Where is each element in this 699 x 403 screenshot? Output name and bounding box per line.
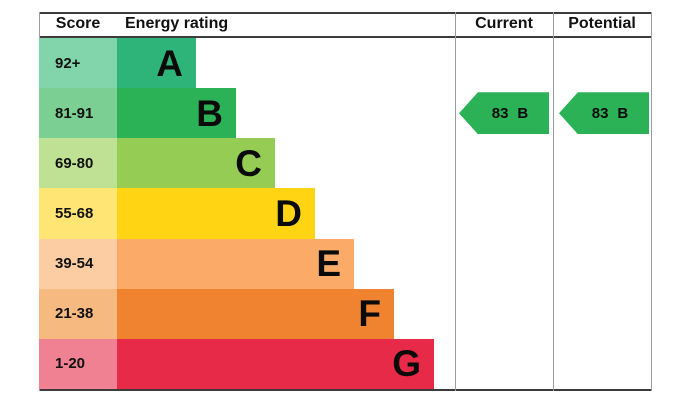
current-column-divider [455,12,456,391]
current-rating-arrow: 83 B [459,92,549,135]
score-range-label: 1-20 [39,338,117,389]
table-top-border [39,12,652,14]
potential-column-divider [553,12,554,391]
potential-rating-letter: B [617,104,629,122]
rating-letter: B [196,92,223,134]
rating-letter: D [275,192,302,234]
current-rating-letter: B [517,104,529,122]
energy-rating-column-header: Energy rating [125,15,229,32]
score-range-label: 69-80 [39,138,117,189]
score-range-label: 55-68 [39,188,117,239]
header-divider-line [39,36,652,38]
rating-bar: F [117,288,394,339]
band-row: 39-54 E [39,238,455,289]
rating-letter: E [316,243,341,285]
score-range-label: 39-54 [39,238,117,289]
current-rating-value: 83 [491,104,509,122]
rating-bar: A [117,38,196,89]
table-bottom-border [39,389,652,391]
band-row: 92+ A [39,38,455,89]
potential-column-header: Potential [568,15,636,32]
rating-letter: A [156,42,183,84]
table-right-border [651,12,652,391]
rating-bar: D [117,188,315,239]
score-range-label: 81-91 [39,88,117,139]
score-range-label: 21-38 [39,288,117,339]
band-row: 81-91 B [39,88,455,139]
band-row: 55-68 D [39,188,455,239]
band-row: 21-38 F [39,288,455,339]
rating-bar: B [117,88,236,139]
current-column-header: Current [475,15,533,32]
rating-bands: 92+ A 81-91 B 69-80 C 55-68 D 39-54 E 21… [39,38,455,389]
score-column-header: Score [55,15,101,32]
rating-bar: E [117,238,354,289]
rating-letter: C [235,142,262,184]
rating-letter: F [358,293,381,335]
band-row: 1-20 G [39,338,455,389]
rating-letter: G [392,343,421,385]
band-row: 69-80 C [39,138,455,189]
potential-rating-arrow: 83 B [559,92,649,135]
rating-bar: G [117,338,434,389]
potential-rating-value: 83 [591,104,609,122]
score-range-label: 92+ [39,38,117,89]
rating-bar: C [117,138,275,189]
